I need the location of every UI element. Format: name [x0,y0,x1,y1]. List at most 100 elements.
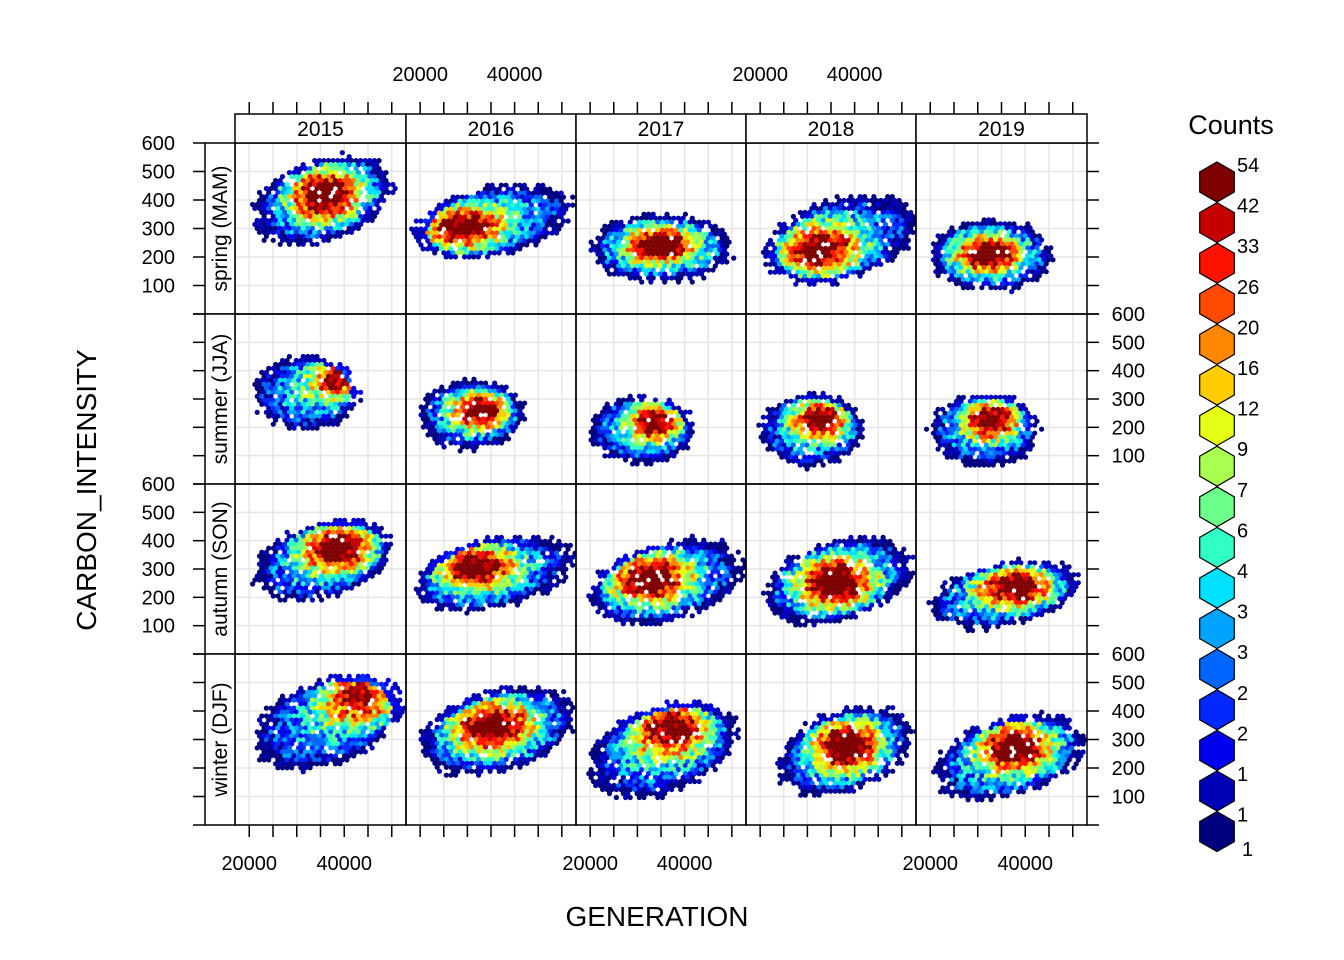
hex-cell [312,357,318,364]
hex-cell [429,222,435,228]
hex-cell [270,405,276,411]
hex-cell [432,404,438,410]
hex-cell [777,229,783,235]
hex-cell [279,389,286,395]
hex-cell [862,265,868,271]
hex-cell [459,602,465,608]
hex-cell [305,209,311,215]
hex-cell [873,213,879,220]
hex-cell [655,251,661,257]
hex-cell [646,401,652,407]
hex-cell [993,434,999,440]
hex-cell [1013,281,1019,287]
hex-cell [468,226,475,232]
hex-cell [986,233,992,239]
hex-cell [448,222,454,228]
hex-cell [869,261,875,267]
hex-cell [997,418,1003,424]
hex-cell [501,420,507,426]
hex-cell [268,201,274,208]
hex-cell [475,190,481,196]
hex-cell [376,166,382,172]
hex-cell [466,254,472,260]
hex-cell [659,409,666,415]
hex-cell [277,597,283,603]
hex-cell [321,421,327,427]
hex-cell [275,405,281,411]
hex-cell [777,269,783,275]
hex-cell [517,206,523,212]
hex-cell [634,247,640,253]
hex-cell [351,185,357,192]
hex-cell [436,420,443,426]
hex-cell [832,237,838,243]
hex-cell [1006,434,1013,440]
hex-cell [429,230,435,236]
hex-cell [995,273,1001,279]
hex-cell [878,213,884,220]
hex-cell [496,242,502,248]
hex-cell [650,267,656,273]
hex-cell [1011,285,1017,291]
hex-cell [866,217,872,224]
hex-cell [839,241,845,247]
hex-cell [441,396,447,402]
hex-cell [698,223,705,229]
hex-cells [418,376,528,454]
hex-cell [517,550,523,556]
hex-cell [459,380,466,386]
hex-cell [286,217,292,223]
hex-cell [988,394,994,400]
hex-cell [606,413,613,419]
hex-cell [659,433,666,439]
hex-cell [277,589,283,595]
hex-cell [547,570,553,576]
hex-cell [289,221,295,227]
panels-layer [235,142,1087,826]
hex-cell [611,581,617,587]
hex-cell [517,190,523,196]
hex-cell [305,201,311,208]
hex-cell [348,389,355,395]
hex-cell [353,529,359,535]
hex-cell [588,437,594,443]
hex-cell [671,581,677,587]
hex-cell [650,417,656,423]
hex-cell [659,243,666,249]
hex-cell [889,201,895,208]
hex-cell [342,549,348,555]
hex-cell [935,249,941,255]
hex-cell [498,206,504,212]
hex-cell [355,185,361,192]
hex-cell [316,389,322,395]
hex-cell [889,249,895,255]
hex-cell [261,577,267,583]
hex-cell [763,261,769,267]
hex-cell [328,549,334,555]
hex-cell [381,553,387,559]
hex-cell [455,546,461,552]
hex-cell [344,389,350,395]
hex-cell [1004,281,1010,287]
hex-cell [1036,233,1042,239]
hex-cell [783,398,790,404]
hex-cell [482,210,488,216]
hex-cell [261,389,267,395]
hex-cell [471,222,477,228]
hex-cell [362,181,368,188]
hex-cell [613,561,620,567]
hex-cell [323,409,329,415]
hex-cell [604,409,610,415]
hex-cell [273,201,279,208]
hex-cell [829,454,836,460]
hex-cell [277,409,283,415]
hex-cell [623,441,629,447]
hex-cell [1013,438,1019,444]
hex-cell [358,561,364,567]
hex-cell [933,245,939,251]
hex-cell [616,437,622,443]
hex-cell [643,413,649,419]
hex-cell [1011,269,1017,275]
hex-cell [979,269,985,275]
hex-cell [473,388,479,394]
